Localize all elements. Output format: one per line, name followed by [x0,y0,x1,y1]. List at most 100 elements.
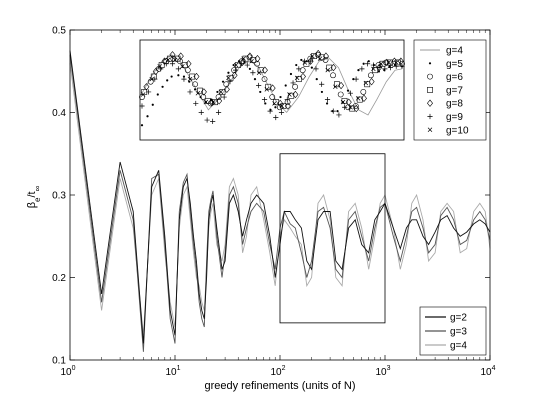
inset-point-g-8 [254,54,261,63]
inset-point-g-10 [325,67,330,73]
inset-point-g-5 [253,78,257,81]
inset-point-g-7 [311,53,317,59]
inset-point-g-9 [284,97,290,103]
inset-point-g-8 [376,63,383,72]
inset-point-g-5 [357,69,360,72]
inset-point-g-7 [158,62,165,68]
inset-point-g-10 [157,64,162,69]
inset-point-g-5 [284,84,287,87]
inset-point-g-6 [261,76,268,83]
inset-point-g-7 [189,73,196,80]
inset-legend-box [413,39,487,141]
inset-point-g-5 [269,108,272,111]
inset-point-g-8 [353,104,360,113]
inset-point-g-5 [161,85,164,88]
inset-point-g-10 [226,75,231,81]
inset-legend-swatch-g-6 [427,73,433,80]
inset-point-g-9 [273,114,279,121]
inset-point-g-10 [279,103,285,109]
inset-point-g-9 [290,80,296,86]
inset-point-g-8 [177,52,184,60]
inset-point-g-9 [336,112,342,118]
inset-point-g-10 [195,90,201,96]
inset-point-g-5 [151,103,154,106]
y-tick-label: 0.3 [52,191,66,202]
inset-point-g-9 [307,58,313,64]
main-series-layer [69,50,491,352]
inset-point-g-9 [370,62,376,68]
inset-point-g-9 [399,63,405,69]
inset-point-g-8 [299,72,306,81]
inset-point-g-5 [232,63,235,67]
zoom-region-box [279,153,386,324]
inset-point-g-9 [324,97,331,103]
inset-point-g-10 [203,99,209,105]
inset-point-g-5 [210,98,213,101]
inset-point-g-9 [244,62,250,68]
inset-legend-label-g-9: g=9 [446,112,463,123]
inset-point-g-10 [302,60,308,65]
inset-point-g-9 [342,104,348,110]
y-tick-label: 0.4 [52,108,66,119]
inset-point-g-5 [216,90,219,94]
inset-point-g-10 [317,56,323,61]
inset-point-g-5 [259,90,262,94]
inset-legend-swatch-g-10 [427,127,433,133]
inset-point-g-8 [261,66,268,74]
inset-point-g-7 [204,97,211,104]
inset-point-g-8 [223,85,230,94]
inset-legend-label-g-6: g=6 [446,72,463,83]
axis-ticks-layer: 100 101 102 103 104 0.1 0.2 0.3 0.4 0.5 [52,26,496,379]
inset-point-g-5 [300,58,303,62]
inset-point-g-8 [185,60,192,68]
inset-point-g-6 [299,67,306,74]
inset-point-g-5 [346,89,350,92]
inset-point-g-9 [250,70,256,76]
inset-series-g-6 [139,51,405,111]
inset-point-g-8 [269,84,276,92]
inset-point-g-5 [193,88,197,91]
inset-point-g-6 [215,94,222,100]
inset-point-g-8 [322,52,329,60]
inset-point-g-9 [215,109,222,115]
inset-point-g-10 [218,89,224,95]
inset-point-g-9 [364,61,371,67]
inset-point-g-8 [152,67,159,76]
inset-point-g-5 [295,63,298,67]
plot-area-frame [69,29,491,361]
inset-legend-label-g-7: g=7 [446,85,463,96]
inset-point-g-6 [147,78,154,85]
inset-point-g-5 [140,124,144,127]
inset-point-g-5 [274,106,277,109]
inset-point-g-10 [333,84,338,90]
inset-point-g-6 [269,94,276,100]
inset-point-g-6 [367,72,374,79]
inset-point-g-10 [180,64,185,69]
inset-point-g-5 [227,71,230,74]
inset-point-g-9 [232,67,239,73]
inset-point-g-8 [231,71,238,79]
legend-label-g-4: g=4 [450,341,467,352]
y-tick-label: 0.1 [52,356,66,367]
inset-point-g-10 [233,62,239,68]
inset-point-g-5 [248,67,251,70]
inset-point-g-5 [279,95,282,99]
inset-point-g-10 [378,61,384,67]
inset-point-g-8 [169,51,176,59]
x-axis-label: greedy refinements (units of N) [204,380,355,392]
inset-point-g-9 [238,61,244,67]
inset-point-g-10 [310,53,315,59]
inset-point-g-8 [292,90,299,99]
inset-point-g-8 [368,78,375,86]
inset-point-g-10 [264,87,270,92]
inset-series-g-5 [140,58,404,127]
inset-legend-swatch-g-8 [427,99,433,107]
legend-label-g-2: g=2 [450,313,467,324]
inset-point-g-8 [200,88,207,96]
x-tick-label: 104 [480,365,495,378]
inset-point-g-8 [277,99,284,108]
y-axis-label-sub1: e [33,197,42,202]
inset-point-g-9 [319,81,325,87]
inset-point-g-9 [210,118,216,124]
